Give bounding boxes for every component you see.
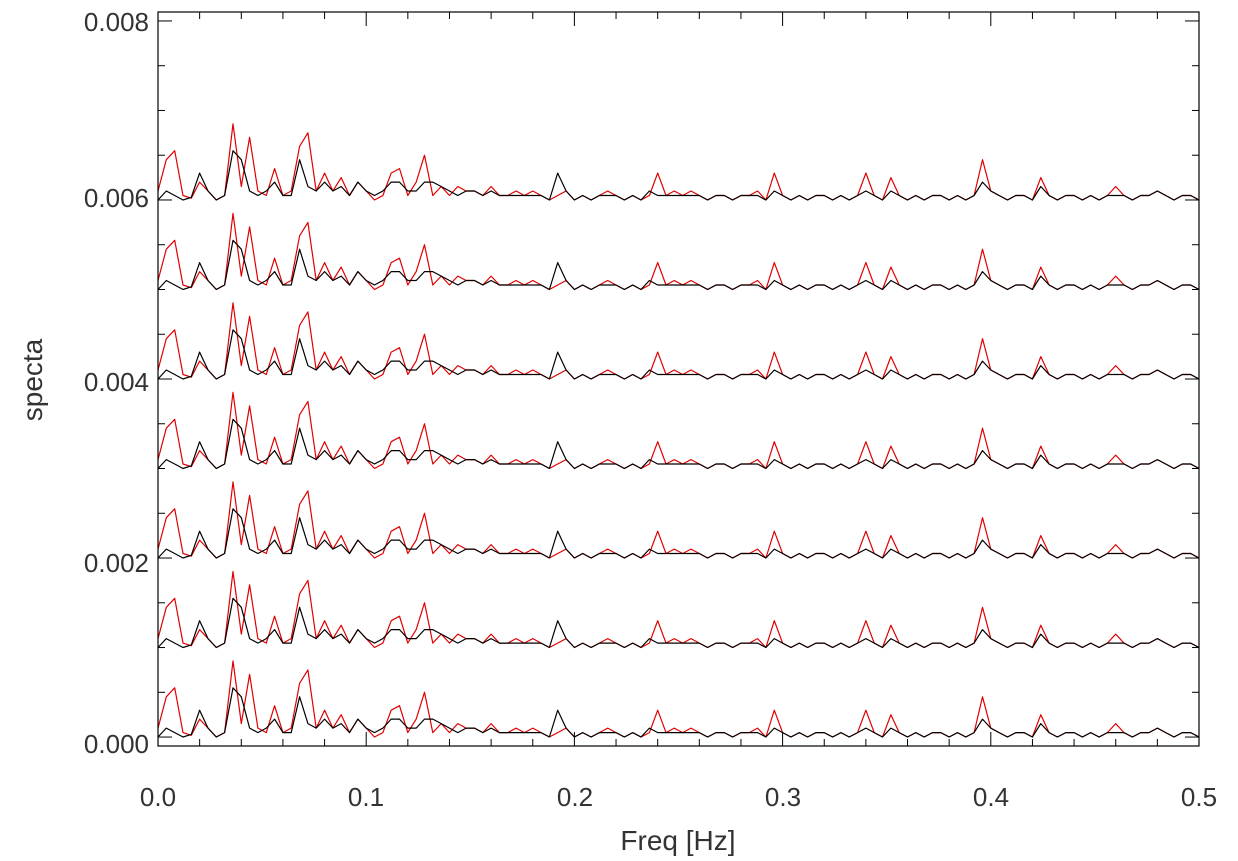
y-tick-label-1: 0.002 xyxy=(84,548,149,578)
ticks-layer xyxy=(157,12,1200,746)
x-tick-label-4: 0.4 xyxy=(973,782,1009,812)
series-layer xyxy=(157,123,1200,738)
y-tick-label-0: 0.000 xyxy=(84,729,149,759)
series-black-4 xyxy=(157,329,1200,380)
x-tick-label-1: 0.1 xyxy=(348,782,384,812)
y-tick-label-4: 0.008 xyxy=(84,7,149,37)
y-tick-label-2: 0.004 xyxy=(84,367,149,397)
x-tick-label-5: 0.5 xyxy=(1181,782,1217,812)
x-tick-label-2: 0.2 xyxy=(557,782,593,812)
x-tick-label-0: 0.0 xyxy=(140,782,176,812)
series-black-6 xyxy=(157,150,1200,201)
series-black-5 xyxy=(157,239,1200,291)
y-tick-label-3: 0.006 xyxy=(84,183,149,213)
series-black-2 xyxy=(157,508,1200,559)
series-black-1 xyxy=(157,597,1200,649)
y-axis-title: specta xyxy=(17,338,48,421)
series-black-0 xyxy=(157,687,1200,738)
series-black-3 xyxy=(157,418,1200,470)
x-axis-title: Freq [Hz] xyxy=(620,825,735,856)
x-tick-label-3: 0.3 xyxy=(765,782,801,812)
